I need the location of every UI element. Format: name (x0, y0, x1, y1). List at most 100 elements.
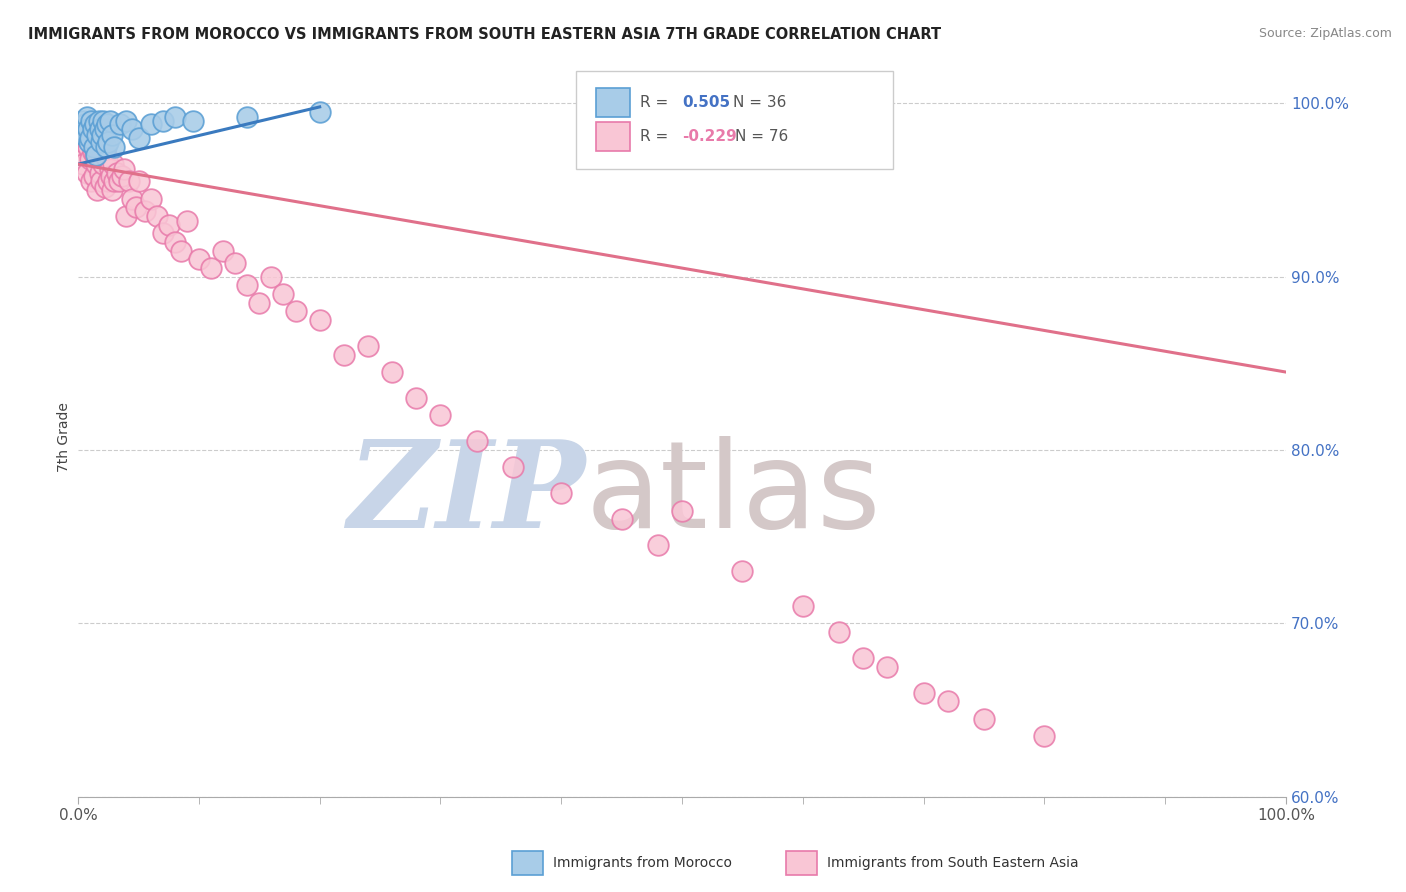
Text: R =: R = (640, 95, 673, 110)
Point (200, 261, 222, 276)
Point (187, 252, 209, 267)
Point (70, 122, 93, 136)
Point (247, 295, 270, 310)
Point (84, 117, 107, 131)
Point (82, 145, 104, 159)
Point (76, 166, 98, 180)
Text: N = 76: N = 76 (735, 129, 789, 144)
Point (101, 183, 124, 197)
Point (93, 179, 115, 194)
Point (90, 135, 112, 149)
Text: Immigrants from South Eastern Asia: Immigrants from South Eastern Asia (827, 856, 1078, 871)
Point (170, 244, 193, 258)
Point (273, 287, 295, 301)
Point (79, 152, 101, 166)
Point (89, 122, 111, 136)
Point (973, 712, 995, 726)
Point (1033, 729, 1056, 743)
Point (181, 113, 204, 128)
Point (157, 218, 180, 232)
Point (98, 162, 121, 177)
Point (125, 201, 148, 215)
Point (876, 659, 898, 673)
Point (405, 391, 427, 405)
Point (91, 135, 114, 149)
Point (93, 157, 115, 171)
Point (134, 203, 156, 218)
Point (75, 131, 97, 145)
Point (77, 135, 100, 149)
Point (236, 278, 259, 293)
Point (115, 209, 138, 223)
Point (103, 174, 125, 188)
Point (97, 135, 120, 149)
Point (152, 113, 174, 128)
Point (86, 128, 108, 142)
Point (212, 244, 235, 258)
Text: ZIP: ZIP (347, 435, 585, 554)
Point (121, 192, 143, 206)
Point (91, 128, 114, 142)
Point (80, 174, 103, 188)
Text: atlas: atlas (585, 436, 882, 553)
Point (79, 131, 101, 145)
Point (82, 122, 104, 136)
Point (96, 152, 118, 166)
Text: R =: R = (640, 129, 673, 144)
Point (647, 538, 669, 552)
Point (75, 117, 97, 131)
Point (139, 192, 162, 206)
Point (308, 105, 330, 120)
Point (128, 174, 150, 188)
Point (139, 117, 162, 131)
Point (72, 113, 94, 128)
Point (83, 169, 105, 184)
Point (84, 157, 107, 171)
Point (110, 169, 132, 184)
Point (828, 625, 851, 640)
Point (118, 174, 141, 188)
Point (96, 117, 118, 131)
Point (260, 269, 283, 284)
Point (308, 313, 330, 327)
Point (84, 148, 107, 162)
Point (93, 122, 115, 136)
Point (76, 140, 98, 154)
Point (381, 365, 404, 379)
Point (852, 651, 875, 665)
Point (97, 174, 120, 188)
Point (176, 214, 198, 228)
Point (93, 113, 115, 128)
Point (465, 434, 488, 449)
Point (83, 140, 105, 154)
Point (76, 111, 98, 125)
Point (103, 140, 125, 154)
Point (163, 111, 186, 125)
Point (112, 162, 135, 177)
Point (121, 122, 143, 136)
Point (731, 565, 754, 579)
Point (912, 686, 935, 700)
Text: IMMIGRANTS FROM MOROCCO VS IMMIGRANTS FROM SOUTH EASTERN ASIA 7TH GRADE CORRELAT: IMMIGRANTS FROM MOROCCO VS IMMIGRANTS FR… (28, 27, 941, 42)
Point (89, 166, 111, 180)
Point (70, 122, 93, 136)
Point (86, 183, 108, 197)
Point (72, 157, 94, 171)
Point (105, 166, 128, 180)
Point (115, 113, 138, 128)
Point (502, 460, 524, 475)
Point (73, 128, 96, 142)
Point (87, 140, 110, 154)
Point (145, 209, 167, 223)
Point (87, 113, 110, 128)
Point (98, 113, 121, 128)
Point (108, 174, 131, 188)
Point (236, 111, 259, 125)
Point (936, 694, 959, 708)
Point (224, 256, 246, 270)
Point (152, 227, 174, 241)
Point (163, 235, 186, 249)
Point (333, 348, 356, 362)
Text: Source: ZipAtlas.com: Source: ZipAtlas.com (1258, 27, 1392, 40)
Point (357, 339, 380, 353)
